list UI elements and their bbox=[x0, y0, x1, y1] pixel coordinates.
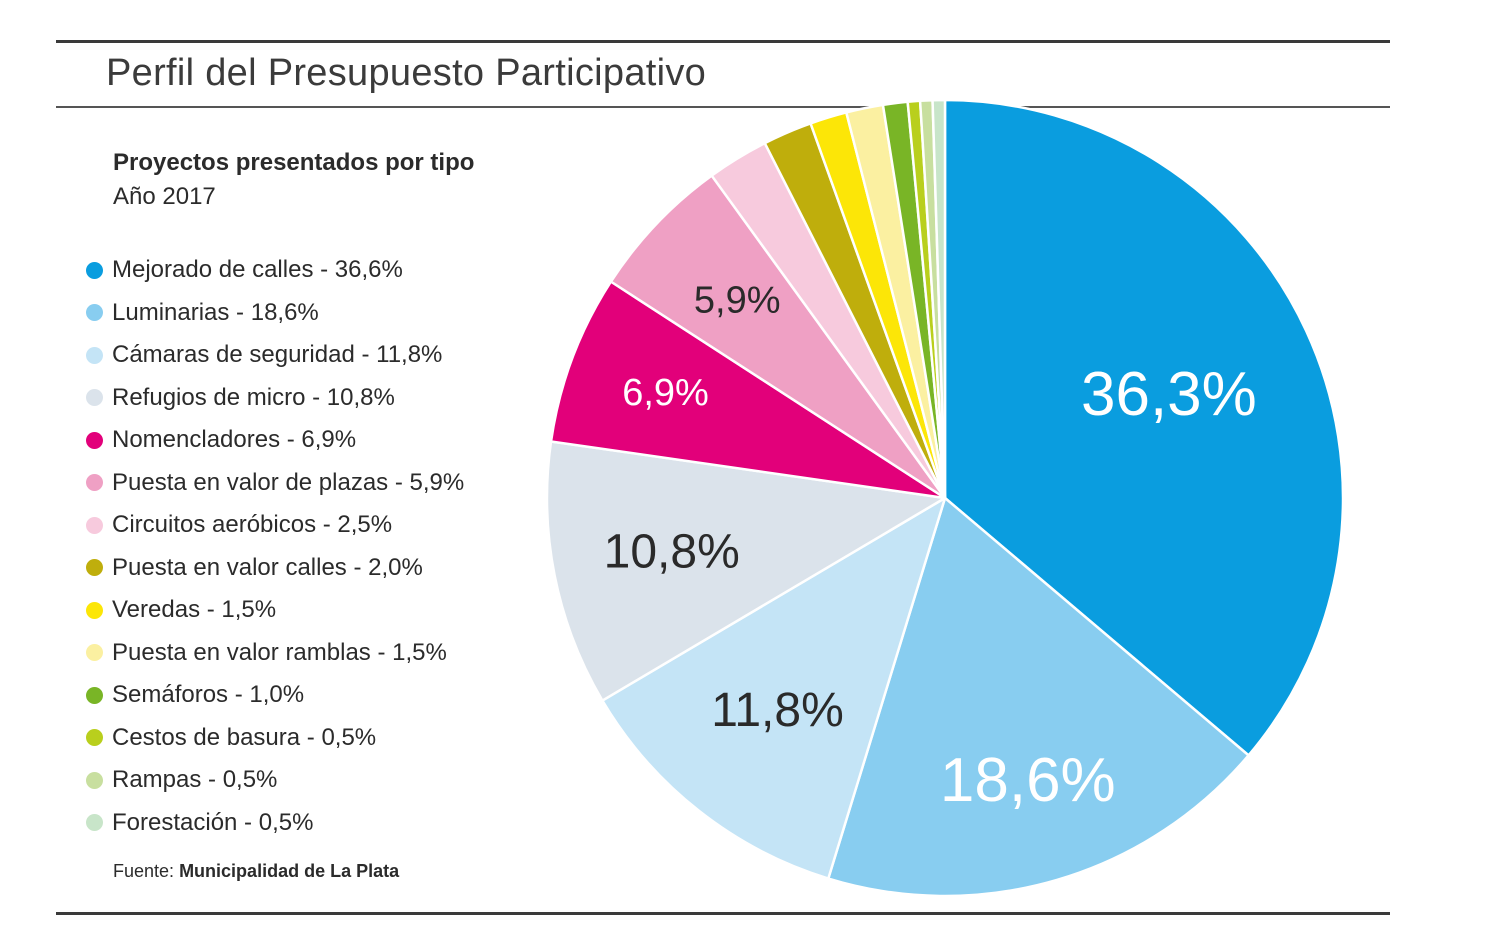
slice-data-label: 18,6% bbox=[940, 746, 1116, 815]
title-rule bbox=[56, 106, 1390, 108]
source-prefix: Fuente: bbox=[113, 861, 175, 881]
legend-swatch bbox=[86, 304, 103, 322]
legend-swatch bbox=[86, 814, 103, 832]
legend-swatch bbox=[86, 389, 103, 407]
legend-item: Forestación - 0,5% bbox=[86, 802, 464, 845]
source-org: Municipalidad de La Plata bbox=[179, 861, 400, 881]
legend-item: Cestos de basura - 0,5% bbox=[86, 717, 464, 760]
legend-label: Puesta en valor de plazas - 5,9% bbox=[112, 468, 465, 496]
legend-item: Puesta en valor calles - 2,0% bbox=[86, 547, 464, 590]
legend-swatch bbox=[86, 431, 103, 449]
chart-subtitle: Proyectos presentados por tipo bbox=[113, 149, 475, 176]
legend-swatch bbox=[86, 686, 103, 704]
legend-swatch bbox=[86, 644, 103, 662]
top-rule bbox=[56, 40, 1390, 43]
legend-label: Refugios de micro - 10,8% bbox=[112, 383, 395, 411]
legend-swatch bbox=[86, 771, 103, 789]
pie-slice bbox=[549, 280, 947, 500]
pie-slice bbox=[943, 98, 1345, 757]
pie-slice bbox=[601, 496, 947, 880]
legend-item: Rampas - 0,5% bbox=[86, 759, 464, 802]
legend-label: Mejorado de calles - 36,6% bbox=[112, 256, 403, 284]
legend: Mejorado de calles - 36,6% Luminarias - 1… bbox=[86, 249, 464, 844]
legend-item: Luminarias - 18,6% bbox=[86, 292, 464, 335]
legend-item: Cámaras de seguridad - 11,8% bbox=[86, 334, 464, 377]
slice-data-label: 11,8% bbox=[711, 684, 844, 737]
legend-label: Cestos de basura - 0,5% bbox=[112, 723, 377, 751]
legend-label: Rampas - 0,5% bbox=[112, 766, 278, 794]
slice-data-label: 5,9% bbox=[694, 280, 781, 322]
legend-item: Puesta en valor de plazas - 5,9% bbox=[86, 462, 464, 505]
source-note: Fuente: Municipalidad de La Plata bbox=[113, 861, 399, 882]
chart-year: Año 2017 bbox=[113, 183, 216, 210]
legend-label: Puesta en valor ramblas - 1,5% bbox=[112, 638, 447, 666]
legend-item: Veredas - 1,5% bbox=[86, 589, 464, 632]
legend-label: Circuitos aeróbicos - 2,5% bbox=[112, 511, 393, 539]
legend-item: Refugios de micro - 10,8% bbox=[86, 377, 464, 420]
legend-label: Nomencladores - 6,9% bbox=[112, 426, 357, 454]
legend-item: Mejorado de calles - 36,6% bbox=[86, 249, 464, 292]
legend-swatch bbox=[86, 729, 103, 747]
slice-data-label: 36,3% bbox=[1081, 360, 1257, 429]
pie-slice bbox=[609, 174, 947, 500]
bottom-rule bbox=[56, 912, 1390, 915]
chart-title: Perfil del Presupuesto Participativo bbox=[106, 52, 707, 94]
legend-item: Circuitos aeróbicos - 2,5% bbox=[86, 504, 464, 547]
legend-swatch bbox=[86, 601, 103, 619]
legend-label: Veredas - 1,5% bbox=[112, 596, 277, 624]
legend-swatch bbox=[86, 261, 103, 279]
legend-label: Puesta en valor calles - 2,0% bbox=[112, 553, 423, 581]
pie-slice bbox=[827, 496, 1250, 898]
legend-swatch bbox=[86, 474, 103, 492]
legend-item: Puesta en valor ramblas - 1,5% bbox=[86, 632, 464, 675]
legend-item: Semáforos - 1,0% bbox=[86, 674, 464, 717]
slice-data-label: 10,8% bbox=[604, 526, 740, 579]
legend-item: Nomencladores - 6,9% bbox=[86, 419, 464, 462]
pie-slice bbox=[545, 440, 947, 702]
legend-swatch bbox=[86, 516, 103, 534]
slice-data-label: 6,9% bbox=[622, 372, 709, 414]
legend-swatch bbox=[86, 559, 103, 577]
pie-slice bbox=[931, 98, 947, 500]
legend-label: Semáforos - 1,0% bbox=[112, 681, 305, 709]
legend-label: Forestación - 0,5% bbox=[112, 808, 314, 836]
legend-swatch bbox=[86, 346, 103, 364]
legend-label: Luminarias - 18,6% bbox=[112, 298, 319, 326]
legend-label: Cámaras de seguridad - 11,8% bbox=[112, 341, 443, 369]
